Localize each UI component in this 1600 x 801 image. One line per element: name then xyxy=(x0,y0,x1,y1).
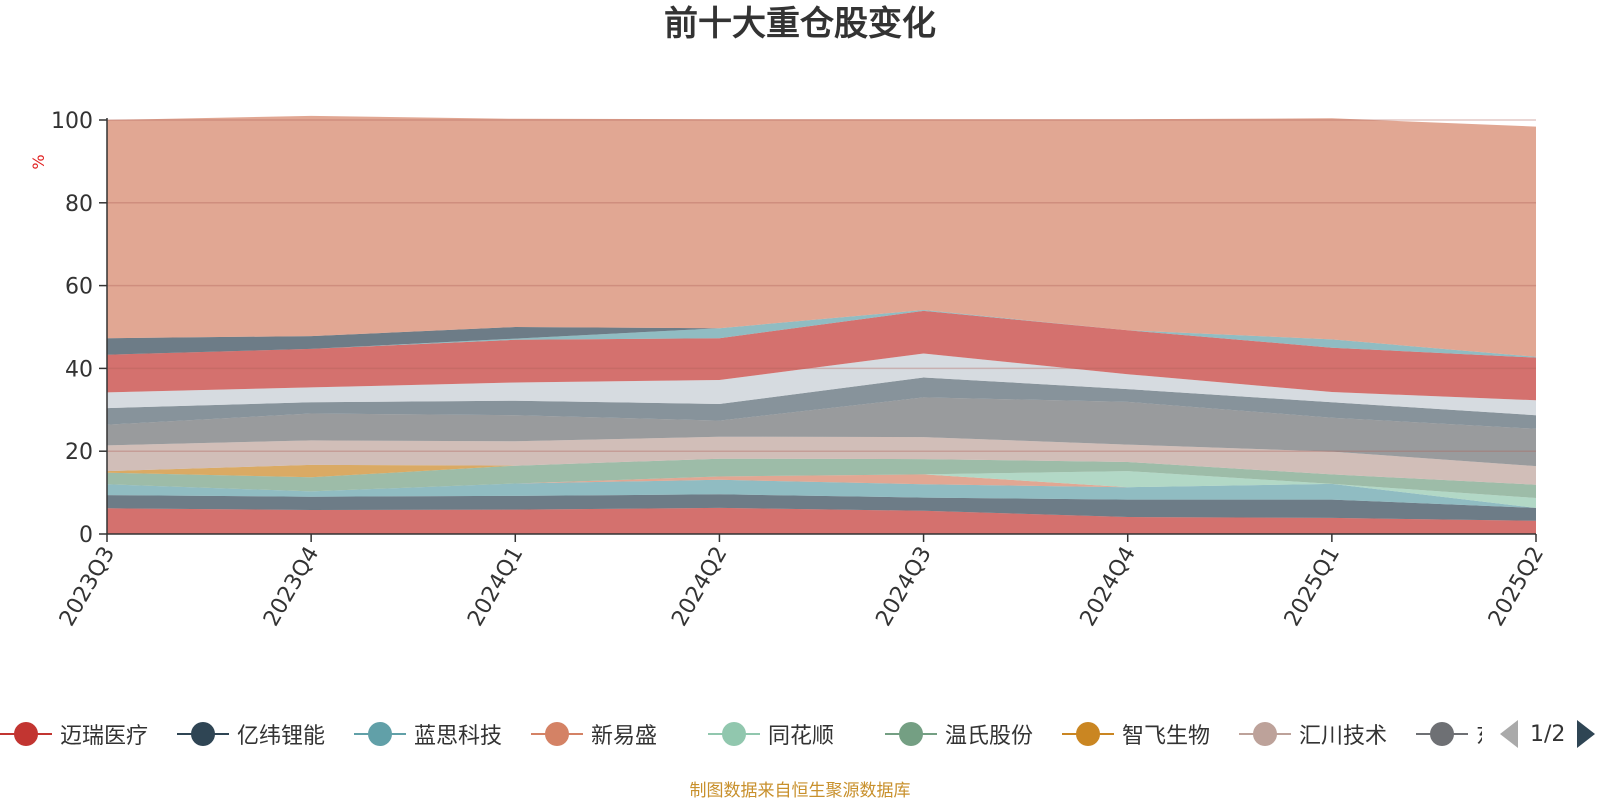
area-series-12 xyxy=(107,310,1536,401)
area-series-10 xyxy=(107,377,1536,429)
x-tick-label: 2023Q4 xyxy=(259,543,324,631)
area-series-8 xyxy=(107,436,1536,485)
legend-pager: 1/2 xyxy=(1500,716,1596,752)
area-series-13 xyxy=(107,310,1536,358)
area-series-3 xyxy=(107,479,1536,508)
y-tick-label: 0 xyxy=(79,523,93,548)
legend-item[interactable]: 新易盛 xyxy=(531,716,657,752)
grid-lines xyxy=(107,119,1536,452)
legend-label: 汇川技术 xyxy=(1299,724,1388,749)
x-tick-label: 2025Q1 xyxy=(1280,543,1345,631)
x-tick-label: 2024Q3 xyxy=(871,543,936,631)
legend-marker-icon xyxy=(531,719,583,749)
area-series-6 xyxy=(107,458,1536,498)
legend-label: 智飞生物 xyxy=(1122,724,1211,749)
legend-item[interactable]: 迈瑞医疗 xyxy=(0,716,148,752)
legend-label: 亿纬锂能 xyxy=(237,724,326,749)
y-axis-label: % xyxy=(29,154,48,169)
legend: 迈瑞医疗 亿纬锂能 蓝思科技 新易盛 同花顺 温氏股份 智飞生物 汇川技术 东方财富 1/2 xyxy=(0,716,1600,756)
x-tick-label: 2023Q3 xyxy=(55,543,120,631)
legend-page-indicator: 1/2 xyxy=(1530,721,1566,747)
x-tick-label: 2024Q2 xyxy=(667,543,732,631)
y-tick-label: 40 xyxy=(65,357,93,382)
area-series-11 xyxy=(107,353,1536,416)
area-series-7 xyxy=(107,458,1536,485)
legend-marker-icon xyxy=(1239,719,1291,749)
x-tick-label: 2024Q4 xyxy=(1076,543,1141,631)
legend-label: 蓝思科技 xyxy=(414,724,503,749)
legend-label: 东方财富 xyxy=(1476,718,1482,750)
legend-marker-icon xyxy=(708,719,760,749)
y-tick-label: 80 xyxy=(65,192,93,217)
chart-title: 前十大重仓股变化 xyxy=(664,4,936,44)
area-series-4 xyxy=(107,474,1536,508)
legend-marker-icon xyxy=(1062,719,1114,749)
legend-item[interactable]: 同花顺 xyxy=(708,716,834,752)
legend-item[interactable]: 智飞生物 xyxy=(1062,716,1210,752)
y-tick-label: 60 xyxy=(65,275,93,300)
legend-item[interactable]: 温氏股份 xyxy=(885,716,1033,752)
legend-marker-icon xyxy=(1416,719,1468,749)
y-tick-label: 20 xyxy=(65,440,93,465)
legend-item[interactable]: 蓝思科技 xyxy=(354,716,502,752)
legend-prev-page-icon[interactable] xyxy=(1500,720,1518,748)
x-tick-label: 2025Q2 xyxy=(1484,543,1549,631)
legend-item[interactable]: 亿纬锂能 xyxy=(177,716,325,752)
area-series-1 xyxy=(107,507,1536,534)
legend-marker-icon xyxy=(354,719,406,749)
area-series-5 xyxy=(107,471,1536,508)
legend-marker-icon xyxy=(885,719,937,749)
legend-items: 迈瑞医疗 亿纬锂能 蓝思科技 新易盛 同花顺 温氏股份 智飞生物 汇川技术 东方财富 xyxy=(0,716,1482,756)
area-series-9 xyxy=(107,397,1536,467)
legend-item[interactable]: 东方财富 xyxy=(1416,716,1482,752)
area-series-14 xyxy=(107,310,1536,357)
legend-marker-icon xyxy=(177,719,229,749)
area-series xyxy=(107,115,1536,534)
legend-label: 温氏股份 xyxy=(945,724,1034,749)
x-tick-label: 2024Q1 xyxy=(463,543,528,631)
area-series-2 xyxy=(107,494,1536,521)
legend-label: 迈瑞医疗 xyxy=(60,724,149,749)
legend-next-page-icon[interactable] xyxy=(1577,720,1596,748)
area-series-15 xyxy=(107,115,1536,357)
y-tick-label: 100 xyxy=(51,109,93,134)
legend-marker-icon xyxy=(0,719,52,749)
legend-label: 新易盛 xyxy=(591,724,658,749)
legend-item[interactable]: 汇川技术 xyxy=(1239,716,1387,752)
legend-label: 同花顺 xyxy=(768,724,835,749)
data-source-note: 制图数据来自恒生聚源数据库 xyxy=(689,781,911,801)
